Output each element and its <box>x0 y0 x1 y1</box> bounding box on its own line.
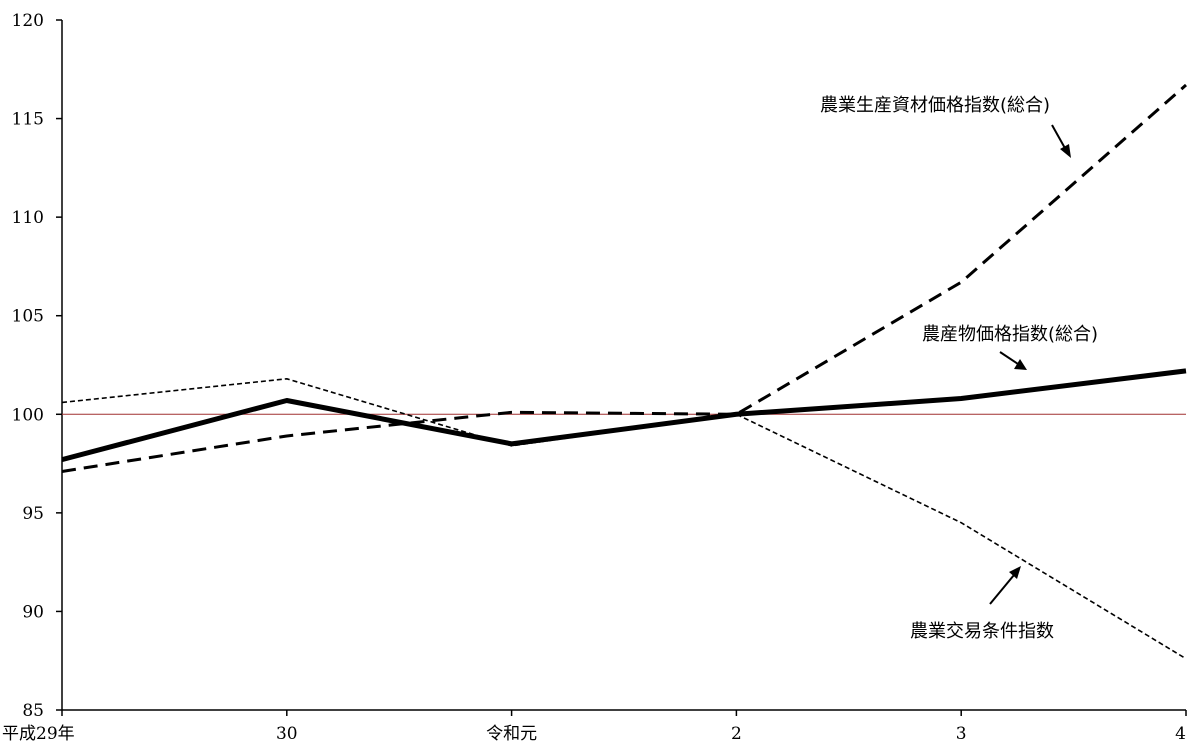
annotation-terms: 農業交易条件指数 <box>910 566 1054 642</box>
y-axis-group: 85 90 95 100 105 110 115 120 <box>12 11 63 721</box>
x-tick-label: 3 <box>956 724 967 744</box>
y-tick-label: 105 <box>12 307 44 327</box>
arrow-icon <box>1051 124 1071 158</box>
annotation-inputs: 農業生産資材価格指数(総合) <box>820 95 1071 158</box>
y-tick-label: 115 <box>12 110 44 130</box>
x-axis-group: 平成29年 30 令和元 2 3 4 <box>2 709 1187 744</box>
y-tick-label: 100 <box>12 405 44 425</box>
y-tick-label: 120 <box>12 11 44 31</box>
label-terms-of-trade-index: 農業交易条件指数 <box>910 621 1054 642</box>
arrow-icon <box>989 566 1021 605</box>
series-lines <box>61 83 1187 660</box>
annotation-products: 農産物価格指数(総合) <box>922 324 1098 370</box>
x-ticks: 平成29年 30 令和元 2 3 4 <box>2 710 1187 744</box>
y-ticks: 85 90 95 100 105 110 115 120 <box>12 11 62 721</box>
label-inputs-index: 農業生産資材価格指数(総合) <box>820 95 1050 116</box>
label-products-index: 農産物価格指数(総合) <box>922 324 1098 345</box>
arrow-icon <box>999 351 1027 370</box>
x-tick-label: 2 <box>731 724 742 744</box>
series-line-1 <box>61 368 1187 463</box>
y-tick-label: 110 <box>12 208 44 228</box>
series-line-0 <box>61 83 1187 473</box>
series-line-2 <box>61 377 1187 660</box>
x-tick-label: 平成29年 <box>2 724 75 744</box>
y-tick-label: 95 <box>22 504 44 524</box>
y-tick-label: 90 <box>22 602 44 622</box>
x-tick-label: 30 <box>276 724 298 744</box>
y-tick-label: 85 <box>22 701 44 721</box>
x-tick-label: 4 <box>1175 724 1186 744</box>
x-tick-label: 令和元 <box>486 724 537 744</box>
